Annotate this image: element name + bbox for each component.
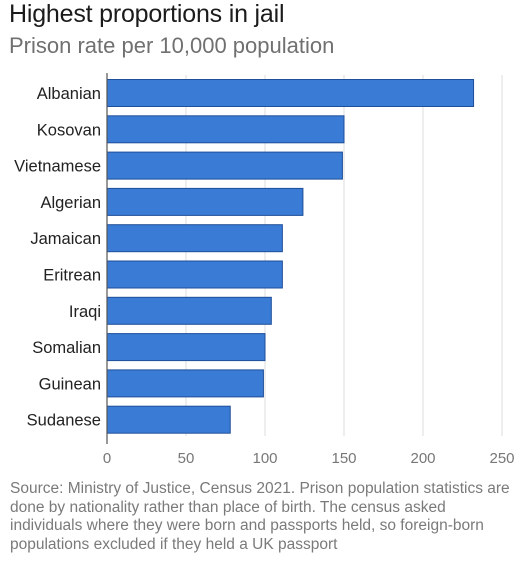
bar <box>106 369 264 398</box>
bar-chart: 0 50 100 150 200 250 Albanian Kosovan Vietnamese… <box>14 73 515 467</box>
category-label: Iraqi <box>69 303 101 321</box>
bar <box>106 333 266 362</box>
category-label: Vietnamese <box>14 158 101 176</box>
x-tick-label: 150 <box>331 450 356 467</box>
bar <box>106 151 343 180</box>
bar <box>106 187 304 216</box>
chart-title: Highest proportions in jail <box>9 0 285 28</box>
category-label: Eritrean <box>43 267 101 285</box>
bar <box>106 79 475 107</box>
x-tick-label: 250 <box>489 450 514 467</box>
bar <box>106 405 231 434</box>
source-note: Source: Ministry of Justice, Census 2021… <box>10 480 510 553</box>
bar <box>106 115 345 144</box>
x-tick-label: 200 <box>410 450 435 467</box>
bar <box>106 260 283 289</box>
chart-subtitle: Prison rate per 10,000 population <box>9 33 335 58</box>
category-label: Jamaican <box>30 230 101 248</box>
category-label: Albanian <box>37 85 101 103</box>
category-label: Kosovan <box>37 121 101 139</box>
x-tick-label: 50 <box>178 450 195 467</box>
category-label: Guinean <box>39 375 101 393</box>
category-label: Algerian <box>40 194 101 212</box>
category-label: Sudanese <box>27 412 101 430</box>
category-label: Somalian <box>32 339 101 357</box>
bar <box>106 224 283 253</box>
x-tick-label: 0 <box>103 450 111 467</box>
x-tick-label: 100 <box>252 450 277 467</box>
bar <box>106 296 272 325</box>
